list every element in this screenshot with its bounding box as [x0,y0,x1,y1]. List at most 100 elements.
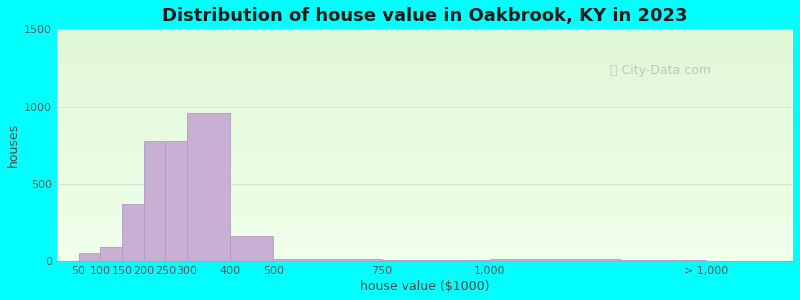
Bar [57,127,793,129]
Bar [57,254,793,256]
Bar [57,59,793,62]
Bar [57,113,793,115]
Title: Distribution of house value in Oakbrook, KY in 2023: Distribution of house value in Oakbrook,… [162,7,688,25]
Bar [57,212,793,215]
Bar [57,219,793,222]
Bar [187,113,230,261]
Bar [57,85,793,87]
Text: ⓘ City-Data.com: ⓘ City-Data.com [610,64,711,77]
Bar [57,152,793,154]
Bar [57,229,793,231]
Bar [57,29,793,32]
Bar [57,161,793,164]
Bar [57,80,793,83]
Bar [57,238,793,240]
Bar [57,78,793,80]
Bar [57,259,793,261]
Bar [78,253,100,261]
Bar [57,157,793,159]
X-axis label: house value ($1000): house value ($1000) [360,280,490,293]
Bar [57,69,793,71]
Bar [57,122,793,124]
Bar [57,71,793,73]
Bar [57,178,793,180]
Bar [57,180,793,182]
Bar [57,168,793,171]
Bar [57,171,793,173]
Bar [620,260,706,261]
Bar [57,50,793,52]
Bar [57,87,793,89]
Bar [57,240,793,242]
Bar [57,48,793,50]
Bar [57,242,793,245]
Bar [57,247,793,249]
Bar [57,236,793,238]
Bar [57,148,793,150]
Bar [490,259,620,261]
Bar [57,231,793,233]
Y-axis label: houses: houses [7,123,20,167]
Bar [57,196,793,199]
Bar [57,124,793,127]
Bar [57,159,793,161]
Bar [57,191,793,194]
Bar [274,259,382,261]
Bar [57,206,793,208]
Bar [57,55,793,57]
Bar [143,141,166,261]
Bar [57,145,793,148]
Bar [57,208,793,210]
Bar [57,164,793,166]
Bar [57,210,793,212]
Bar [57,66,793,69]
Bar [57,46,793,48]
Bar [57,73,793,76]
Bar [57,138,793,140]
Bar [57,117,793,120]
Bar [57,245,793,247]
Bar [57,32,793,34]
Bar [57,36,793,38]
Bar [57,175,793,178]
Bar [57,62,793,64]
Bar [57,252,793,254]
Bar [57,187,793,189]
Bar [57,38,793,41]
Bar [57,166,793,168]
Bar [57,97,793,99]
Bar [57,226,793,229]
Bar [57,154,793,157]
Bar [122,204,143,261]
Bar [57,94,793,97]
Bar [57,89,793,92]
Bar [57,64,793,66]
Bar [57,184,793,187]
Bar [57,43,793,46]
Bar [57,233,793,236]
Bar [57,108,793,110]
Bar [57,217,793,219]
Bar [57,103,793,106]
Bar [57,106,793,108]
Bar [57,194,793,196]
Bar [57,92,793,94]
Bar [57,131,793,134]
Bar [382,260,490,261]
Bar [57,115,793,117]
Bar [57,41,793,43]
Bar [57,201,793,203]
Bar [57,101,793,104]
Bar [57,249,793,252]
Bar [57,143,793,145]
Bar [57,57,793,59]
Bar [57,110,793,113]
Bar [57,129,793,131]
Bar [57,134,793,136]
Bar [57,150,793,152]
Bar [57,136,793,138]
Bar [57,199,793,201]
Bar [57,182,793,184]
Bar [57,222,793,224]
Bar [57,99,793,101]
